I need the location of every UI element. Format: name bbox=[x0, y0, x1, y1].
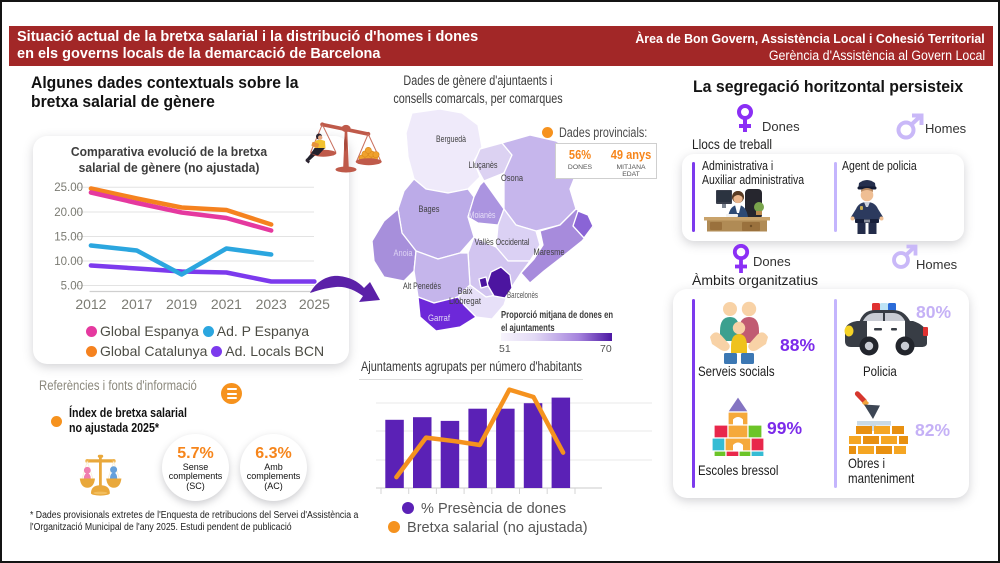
svg-text:Baix: Baix bbox=[458, 286, 473, 297]
svg-text:Llobregat: Llobregat bbox=[449, 296, 481, 307]
svg-text:Maresme: Maresme bbox=[534, 247, 565, 258]
svg-text:15.00: 15.00 bbox=[54, 231, 83, 243]
svg-text:2023: 2023 bbox=[256, 296, 287, 312]
svg-text:Vallès Occidental: Vallès Occidental bbox=[475, 237, 530, 248]
svg-text:25.00: 25.00 bbox=[54, 182, 83, 194]
svg-text:5.00: 5.00 bbox=[61, 280, 83, 292]
svg-text:Moianès: Moianès bbox=[469, 210, 496, 221]
svg-text:2012: 2012 bbox=[75, 296, 106, 312]
svg-text:2021: 2021 bbox=[211, 296, 242, 312]
svg-text:Bages: Bages bbox=[419, 204, 440, 215]
svg-text:2025: 2025 bbox=[299, 296, 330, 312]
svg-text:Alt Penedès: Alt Penedès bbox=[403, 281, 441, 292]
svg-text:10.00: 10.00 bbox=[54, 256, 83, 268]
svg-text:2017: 2017 bbox=[121, 296, 152, 312]
svg-text:Anoia: Anoia bbox=[394, 248, 414, 259]
svg-text:Barcelonès: Barcelonès bbox=[507, 290, 538, 301]
svg-text:Berguedà: Berguedà bbox=[436, 134, 467, 145]
svg-text:2019: 2019 bbox=[166, 296, 197, 312]
svg-text:Osona: Osona bbox=[501, 173, 524, 184]
svg-text:Lluçanès: Lluçanès bbox=[469, 160, 498, 171]
svg-text:Garraf: Garraf bbox=[428, 313, 450, 324]
svg-text:20.00: 20.00 bbox=[54, 207, 83, 219]
